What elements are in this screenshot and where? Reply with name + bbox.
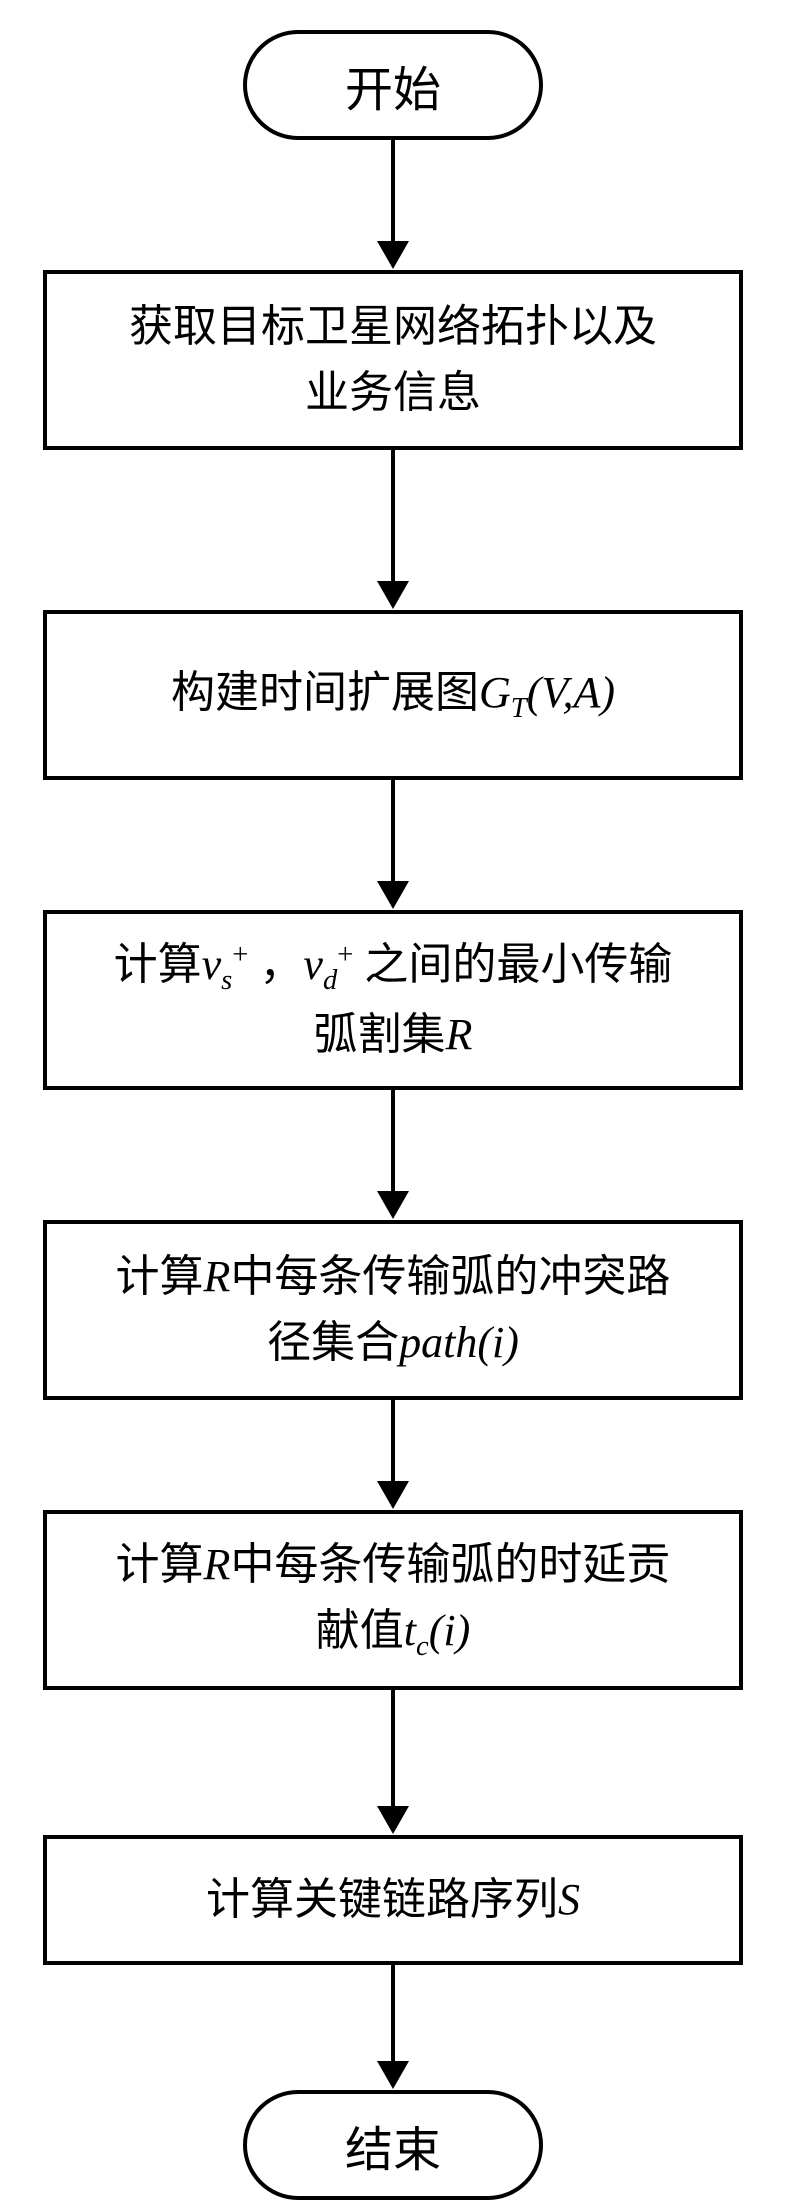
arrow-p1-p2: [377, 450, 409, 609]
node-end: 结束: [243, 2090, 543, 2200]
arrow-line: [391, 1690, 395, 1807]
node-start: 开始: [243, 30, 543, 140]
node-p5-label: 计算R中每条传输弧的时延贡献值tc(i): [116, 1532, 671, 1669]
arrow-start-p1: [377, 140, 409, 269]
arrow-p3-p4: [377, 1090, 409, 1219]
arrow-head-icon: [377, 2061, 409, 2089]
node-p1-label: 获取目标卫星网络拓扑以及业务信息: [129, 294, 657, 426]
node-p4: 计算R中每条传输弧的冲突路径集合path(i): [43, 1220, 743, 1400]
arrow-head-icon: [377, 881, 409, 909]
node-start-label: 开始: [345, 50, 441, 120]
arrow-line: [391, 450, 395, 582]
node-p6-label: 计算关键链路序列S: [206, 1867, 580, 1933]
node-p2: 构建时间扩展图GT(V,A): [43, 610, 743, 780]
arrow-head-icon: [377, 1191, 409, 1219]
arrow-line: [391, 140, 395, 242]
node-p3-label: 计算vs+ ，vd+ 之间的最小传输弧割集R: [114, 932, 673, 1069]
arrow-head-icon: [377, 1481, 409, 1509]
arrow-line: [391, 1965, 395, 2062]
node-p5: 计算R中每条传输弧的时延贡献值tc(i): [43, 1510, 743, 1690]
flowchart-container: 开始获取目标卫星网络拓扑以及业务信息构建时间扩展图GT(V,A) 计算vs+ ，v…: [0, 0, 786, 2212]
node-p4-label: 计算R中每条传输弧的冲突路径集合path(i): [116, 1244, 671, 1376]
node-p2-label: 构建时间扩展图GT(V,A): [171, 660, 615, 731]
arrow-head-icon: [377, 241, 409, 269]
arrow-line: [391, 1400, 395, 1482]
arrow-line: [391, 780, 395, 882]
arrow-head-icon: [377, 1806, 409, 1834]
arrow-p6-end: [377, 1965, 409, 2089]
node-p6: 计算关键链路序列S: [43, 1835, 743, 1965]
arrow-head-icon: [377, 581, 409, 609]
arrow-p4-p5: [377, 1400, 409, 1509]
node-end-label: 结束: [345, 2110, 441, 2180]
arrow-p2-p3: [377, 780, 409, 909]
arrow-line: [391, 1090, 395, 1192]
node-p1: 获取目标卫星网络拓扑以及业务信息: [43, 270, 743, 450]
arrow-p5-p6: [377, 1690, 409, 1834]
node-p3: 计算vs+ ，vd+ 之间的最小传输弧割集R: [43, 910, 743, 1090]
